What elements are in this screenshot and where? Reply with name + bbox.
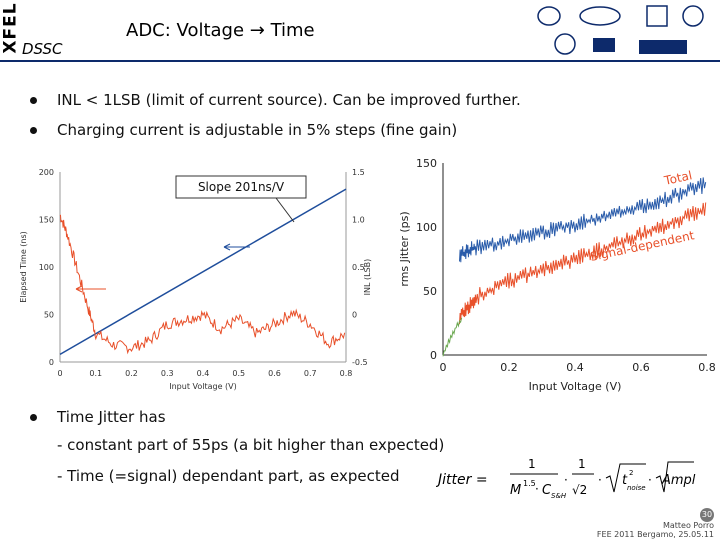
slope-annotation-box (175, 175, 307, 199)
formula-dot: · (648, 473, 652, 487)
x-tick-label: 0.6 (632, 361, 650, 374)
slide-header: XFEL DSSC ADC: Voltage → Time (0, 0, 720, 62)
y2-axis-label: INL (LSB) (363, 259, 372, 296)
y-tick-label: 100 (416, 221, 437, 234)
formula-frac2-num: 1 (578, 457, 586, 471)
x-tick-label: 0 (440, 361, 447, 374)
y2-tick-label: 1.5 (352, 168, 365, 177)
x-tick-label: 0.2 (500, 361, 518, 374)
xfel-logo-text: XFEL (0, 2, 21, 54)
sub-item-signal-dependant: - Time (=signal) dependant part, as expe… (57, 467, 400, 485)
x-axis-label: Input Voltage (V) (529, 380, 622, 393)
bullet-dot (30, 414, 37, 421)
y2-tick-label: 1.0 (352, 216, 365, 225)
bullet-dot (30, 127, 37, 134)
elapsed-time-line (59, 188, 347, 356)
inl-axis-arrow (75, 285, 106, 293)
x-tick-label: 0.3 (161, 369, 174, 378)
page-number: 30 (700, 508, 714, 522)
sub-item-constant: - constant part of 55ps (a bit higher th… (57, 436, 445, 454)
x-tick-label: 0.2 (125, 369, 138, 378)
constant-jitter-line (442, 317, 463, 357)
formula-ampl: Ampl (661, 473, 696, 488)
x-tick-label: 0 (57, 369, 62, 378)
sqrt-sign (605, 463, 646, 493)
annotation-pointer (275, 197, 295, 223)
legend-total: Total (662, 168, 693, 188)
partner-logos (537, 5, 704, 55)
project-name: DSSC (22, 40, 63, 58)
x-tick-label: 0.8 (340, 369, 353, 378)
sqrt-sign (655, 461, 694, 493)
signal-dependent-jitter-line (459, 202, 707, 325)
universitat-logo (579, 6, 621, 26)
y-axis-label: Elapsed Time (ns) (19, 231, 28, 303)
y-tick-label: 50 (423, 285, 437, 298)
x-tick-label: 0.4 (566, 361, 584, 374)
politecnico-logo (537, 6, 561, 26)
header-divider (0, 60, 720, 62)
slide-title: ADC: Voltage → Time (126, 20, 315, 41)
time-axis-arrow (223, 243, 250, 251)
formula-dot: · (535, 482, 539, 496)
y2-tick-label: 0 (352, 311, 357, 320)
hll-logo (593, 38, 615, 52)
inl-line (59, 214, 346, 355)
footer-event: FEE 2011 Bergamo, 25.05.11 (596, 530, 714, 539)
formula-frac1-den-m: M (510, 483, 521, 498)
x-tick-label: 0.4 (197, 369, 210, 378)
slope-annotation: Slope 201ns/V (198, 180, 285, 194)
formula-frac1-num: 1 (528, 457, 536, 471)
y-tick-label: 200 (39, 168, 54, 177)
bonn-logo (682, 5, 704, 27)
formula-t-sub: noise (627, 484, 646, 492)
y2-tick-label: -0.5 (352, 358, 368, 367)
x-axis-label: Input Voltage (V) (169, 382, 237, 391)
x-tick-label: 0.7 (304, 369, 317, 378)
y-tick-label: 0 (430, 349, 437, 362)
footer-author: Matteo Porro (662, 521, 714, 530)
siegen-logo (554, 33, 576, 55)
y-axis-label: rms Jitter (ps) (398, 211, 411, 286)
formula-frac2-den: √2 (572, 483, 587, 497)
bullet-charging-current: Charging current is adjustable in 5% ste… (57, 121, 458, 139)
x-tick-label: 0.1 (89, 369, 102, 378)
pnsensor-logo (639, 40, 687, 54)
formula-dot: · (598, 473, 602, 487)
x-tick-label: 0.8 (698, 361, 715, 374)
y-tick-label: 150 (39, 216, 54, 225)
x-tick-label: 0.5 (232, 369, 245, 378)
bullet-time-jitter: Time Jitter has (57, 408, 166, 426)
bullet-inl: INL < 1LSB (limit of current source). Ca… (57, 91, 521, 109)
elapsed-time-inl-chart: 0 0.1 0.2 0.3 0.4 0.5 0.6 0.7 0.8 0 50 100 150 200 -0.… (19, 168, 372, 391)
formula-c: C (542, 483, 552, 498)
bullet-dot (30, 97, 37, 104)
xfel-logo: XFEL DSSC (0, 0, 75, 60)
formula-lhs: Jitter = (436, 472, 488, 488)
formula-t-sup: 2 (629, 469, 633, 477)
formula-c-sub: S&H (551, 492, 567, 500)
y-tick-label: 100 (39, 263, 54, 272)
formula-dot: · (564, 473, 568, 487)
y-tick-label: 50 (44, 311, 54, 320)
desy-logo (646, 5, 668, 27)
jitter-formula: Jitter = 1 M 1.5 · C S&H · 1 √2 · t 2 no… (436, 457, 696, 500)
y2-tick-label: 0.5 (352, 263, 365, 272)
total-jitter-line (459, 177, 707, 263)
rms-jitter-chart: 0 0.2 0.4 0.6 0.8 0 50 100 150 Input Voltage (V) r… (398, 157, 715, 393)
y-tick-label: 150 (416, 157, 437, 170)
formula-t: t (622, 473, 628, 488)
x-tick-label: 0.6 (268, 369, 281, 378)
y-tick-label: 0 (49, 358, 54, 367)
formula-exponent: 1.5 (523, 479, 536, 488)
